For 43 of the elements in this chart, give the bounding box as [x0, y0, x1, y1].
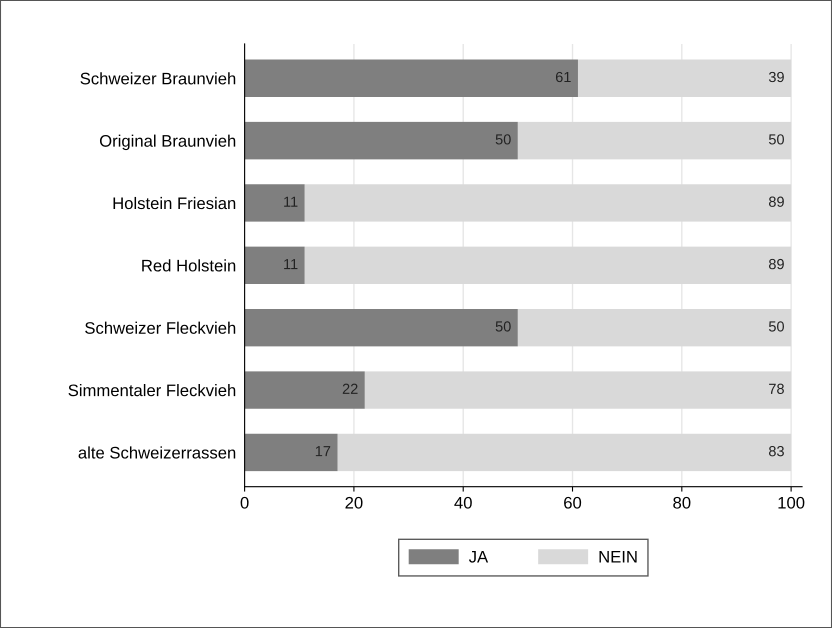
data-label: 22 [342, 384, 358, 394]
data-label: 50 [768, 321, 784, 332]
bar [244, 122, 518, 160]
bar [578, 60, 792, 97]
bar [244, 60, 578, 97]
x-tick-label: 80 [673, 496, 690, 509]
data-label: 83 [768, 446, 784, 456]
data-label: 11 [284, 259, 298, 270]
bar [518, 122, 792, 160]
x-tick-label: 0 [240, 496, 249, 509]
bar [244, 246, 305, 284]
bar [304, 246, 792, 284]
data-label: 50 [768, 134, 784, 145]
y-tick-label: Schweizer Braunvieh [80, 72, 236, 84]
y-tick-label: Holstein Friesian [114, 196, 236, 210]
bar [364, 371, 792, 409]
data-label: 17 [316, 446, 330, 456]
data-label: 50 [496, 134, 511, 145]
bar [304, 184, 792, 222]
x-tick-label: 20 [345, 496, 363, 509]
bar [338, 434, 792, 472]
y-tick-label: Red Holstein [142, 259, 236, 272]
legend-label: NEIN [600, 551, 637, 562]
y-tick-label: Simmentaler Fleckvieh [68, 384, 236, 396]
x-tick-label: 60 [564, 496, 582, 509]
bar [244, 184, 305, 222]
data-label: 61 [556, 72, 571, 82]
x-tick-label: 40 [454, 496, 472, 509]
data-label: 39 [768, 72, 784, 82]
bar [244, 434, 338, 472]
bar [244, 371, 365, 409]
y-tick-label: alte Schweizerrassen [78, 446, 236, 459]
data-label: 89 [768, 258, 784, 270]
y-tick-label: Schweizer Fleckvieh [85, 322, 236, 334]
x-tick-label: 100 [778, 496, 804, 509]
data-label: 11 [284, 196, 298, 207]
bar [244, 308, 518, 346]
legend-label: JA [468, 551, 488, 563]
bar [518, 308, 792, 346]
y-tick-label: Original Braunvieh [100, 134, 236, 150]
data-label: 50 [496, 321, 511, 332]
data-label: 89 [768, 196, 784, 207]
data-label: 78 [769, 384, 784, 394]
